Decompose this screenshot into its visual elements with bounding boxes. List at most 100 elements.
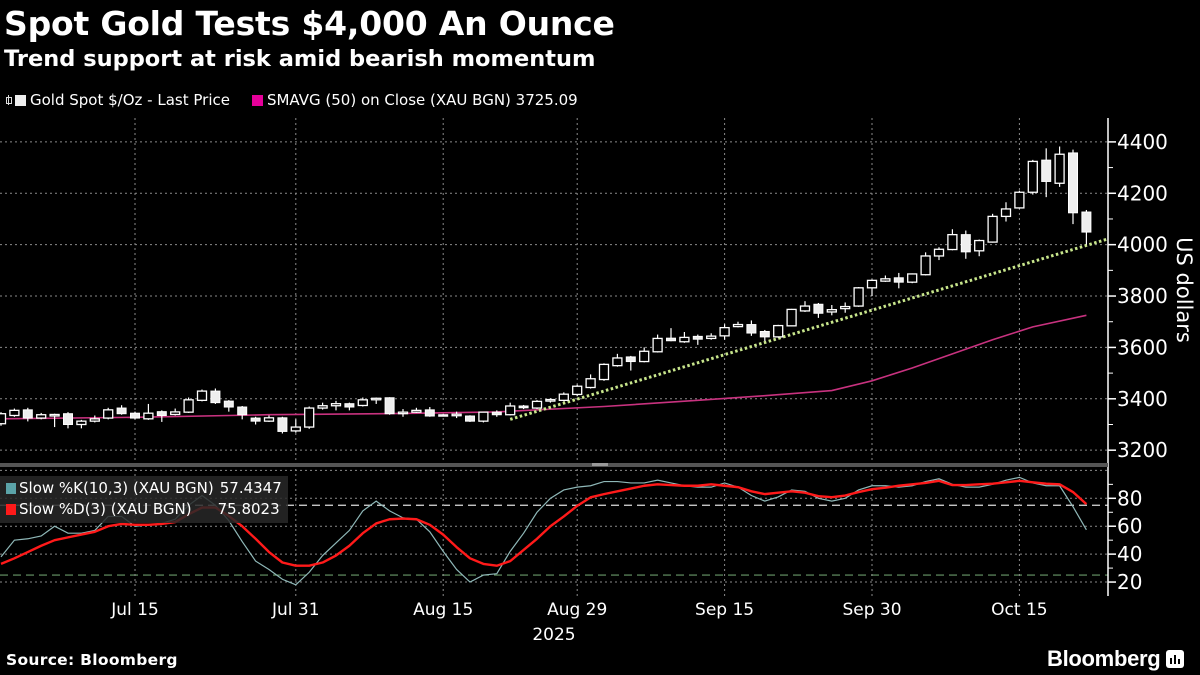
candle [183,397,194,413]
candle [130,411,140,420]
candle [866,279,878,297]
candlestick-icon [6,95,12,105]
bloomberg-logo: Bloomberg [1047,646,1185,672]
panel-divider [0,463,1108,467]
candle [344,402,355,411]
panel-resize-handle [592,463,608,466]
candle [558,392,569,402]
candle [170,408,181,416]
candle-body-up [9,409,20,417]
candle-body-down [438,414,449,417]
legend-sma-label: SMAVG (50) on Close (XAU BGN) 3725.09 [266,91,578,109]
upper-grid [0,118,1108,462]
candle-body-down [813,303,824,314]
candle-body-down [223,400,234,408]
candle-body-up [357,399,368,407]
candle [1054,146,1065,187]
candle [263,415,275,422]
candle [1041,148,1052,198]
candle [223,400,234,412]
candle-body-down [893,277,904,283]
candle [826,305,837,316]
candle [451,411,462,419]
candle [585,374,596,389]
candle [277,416,288,434]
candle [531,400,543,410]
candles-series [0,146,1092,434]
sma-swatch [251,94,263,106]
y-tick-label: 3800 [1117,284,1168,308]
legend-k-value: 57.4347 [219,479,282,497]
candle [732,321,744,328]
candle [1027,159,1038,195]
candle-body-down [130,412,140,419]
candle-body-up [639,350,650,363]
x-year-label: 2025 [532,625,575,645]
candle-body-down [960,234,971,253]
candle-body-down [424,409,435,417]
candle [773,324,784,338]
candle [920,252,931,276]
candle [143,403,154,420]
candle-body-down [518,405,529,409]
x-tick-label: Sep 30 [842,600,901,620]
candle-body-up [598,363,610,381]
candle-body-up [880,278,891,282]
chart-subtitle: Trend support at risk amid bearish momen… [4,46,596,72]
sma-series [0,314,1087,420]
candle [357,397,368,407]
candle-body-down [277,417,288,432]
candle [545,398,556,403]
candle-body-up [290,426,301,432]
candle-body-down [692,335,703,340]
candle-body-up [786,308,797,327]
stochastic-legend: Slow %K(10,3) (XAU BGN) 57.4347 Slow %D(… [0,476,288,523]
candle-body-up [1014,191,1025,209]
y-tick-label: 3200 [1117,438,1168,462]
candle-body-up [89,418,100,422]
y-tick-label: 80 [1117,486,1142,510]
candle-body-up [330,403,342,407]
candle [89,415,100,423]
candle [317,402,328,410]
candle [853,287,864,307]
trendline [509,237,1109,421]
candle-body-up [1054,153,1065,184]
candle [572,384,583,397]
candle [237,405,248,420]
candle-body-up [947,233,958,251]
candle [518,404,529,410]
chart-title: Spot Gold Tests $4,000 An Ounce [4,4,615,43]
x-tick-label: Jul 15 [110,600,159,620]
candle-body-up [585,378,596,389]
candle [759,329,770,341]
candle-body-up [840,305,851,310]
candle-body-up [103,409,114,419]
candle-body-up [76,420,87,426]
candle-body-down [746,324,757,334]
candle [478,411,489,423]
candle-body-up [451,413,462,417]
legend-item-d: Slow %D(3) (XAU BGN) 75.8023 [6,499,282,520]
candle [1068,149,1078,225]
candle [330,400,342,411]
legend-item-sma: SMAVG (50) on Close (XAU BGN) 3725.09 [251,91,578,109]
candle-body-up [36,414,47,419]
candle [371,397,382,404]
candle [746,320,757,336]
candle [625,355,636,371]
candle-body-up [773,324,784,338]
candle [666,328,676,342]
candle [813,302,824,318]
candle [987,213,998,243]
candle-body-up [920,255,931,276]
candle [692,334,703,345]
candle [250,416,261,425]
candle [1000,202,1012,222]
candle [156,410,167,422]
candle-body-up [49,413,60,417]
candle [652,334,663,353]
candle-body-up [317,405,328,409]
candle-body-up [505,405,516,416]
